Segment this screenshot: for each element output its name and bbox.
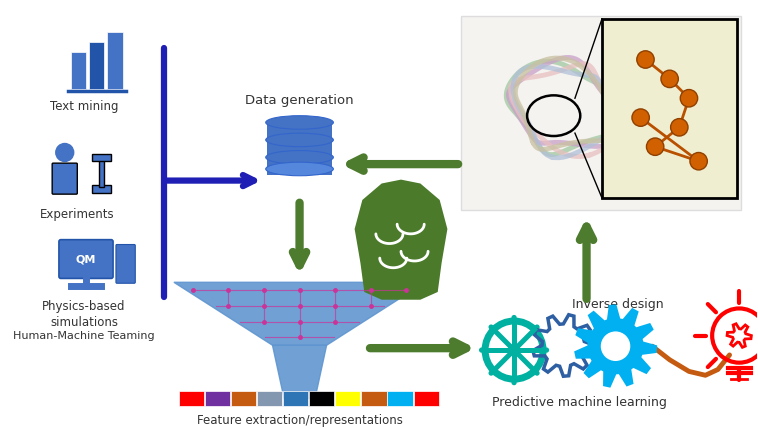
Circle shape	[637, 51, 654, 68]
Text: Experiments: Experiments	[40, 208, 114, 221]
Circle shape	[601, 332, 630, 360]
Circle shape	[647, 138, 664, 155]
FancyBboxPatch shape	[52, 163, 77, 194]
Circle shape	[680, 90, 697, 107]
Polygon shape	[575, 305, 656, 387]
FancyBboxPatch shape	[283, 391, 309, 406]
FancyBboxPatch shape	[92, 185, 111, 193]
Text: Predictive machine learning: Predictive machine learning	[493, 396, 667, 408]
FancyBboxPatch shape	[59, 240, 113, 278]
Ellipse shape	[266, 116, 334, 129]
Circle shape	[534, 371, 540, 376]
FancyBboxPatch shape	[602, 19, 738, 198]
FancyBboxPatch shape	[70, 52, 86, 88]
FancyBboxPatch shape	[387, 391, 412, 406]
Polygon shape	[174, 282, 425, 345]
Circle shape	[632, 109, 650, 126]
FancyBboxPatch shape	[414, 391, 439, 406]
Circle shape	[512, 380, 517, 385]
FancyBboxPatch shape	[99, 158, 105, 187]
Circle shape	[479, 347, 484, 353]
FancyBboxPatch shape	[231, 391, 256, 406]
Circle shape	[508, 344, 521, 356]
Circle shape	[55, 143, 74, 162]
FancyBboxPatch shape	[362, 391, 387, 406]
FancyBboxPatch shape	[179, 391, 204, 406]
FancyBboxPatch shape	[335, 391, 360, 406]
FancyBboxPatch shape	[267, 122, 333, 140]
FancyBboxPatch shape	[92, 154, 111, 161]
Polygon shape	[355, 180, 447, 300]
Text: Physics-based
simulations: Physics-based simulations	[42, 300, 126, 329]
Ellipse shape	[266, 133, 334, 147]
Text: Inverse design: Inverse design	[572, 298, 663, 311]
Circle shape	[534, 324, 540, 330]
Circle shape	[488, 371, 493, 376]
FancyBboxPatch shape	[309, 391, 334, 406]
Circle shape	[488, 324, 493, 330]
FancyBboxPatch shape	[267, 157, 333, 175]
Text: Text mining: Text mining	[50, 100, 118, 113]
Circle shape	[671, 118, 688, 136]
Circle shape	[661, 70, 678, 88]
FancyBboxPatch shape	[267, 140, 333, 157]
Ellipse shape	[266, 162, 334, 176]
FancyBboxPatch shape	[205, 391, 230, 406]
FancyBboxPatch shape	[107, 32, 123, 88]
Text: QM: QM	[76, 254, 96, 264]
Text: Human-Machine Teaming: Human-Machine Teaming	[13, 331, 155, 341]
Text: Feature extraction/representations: Feature extraction/representations	[196, 414, 402, 427]
Polygon shape	[272, 345, 327, 399]
Circle shape	[736, 332, 743, 339]
Ellipse shape	[266, 151, 334, 164]
Circle shape	[512, 315, 517, 320]
Text: Data generation: Data generation	[246, 94, 354, 107]
FancyBboxPatch shape	[89, 42, 105, 88]
FancyBboxPatch shape	[461, 16, 741, 210]
Circle shape	[553, 334, 575, 356]
Circle shape	[690, 152, 707, 170]
FancyBboxPatch shape	[116, 245, 135, 283]
FancyBboxPatch shape	[257, 391, 282, 406]
Circle shape	[544, 347, 549, 353]
